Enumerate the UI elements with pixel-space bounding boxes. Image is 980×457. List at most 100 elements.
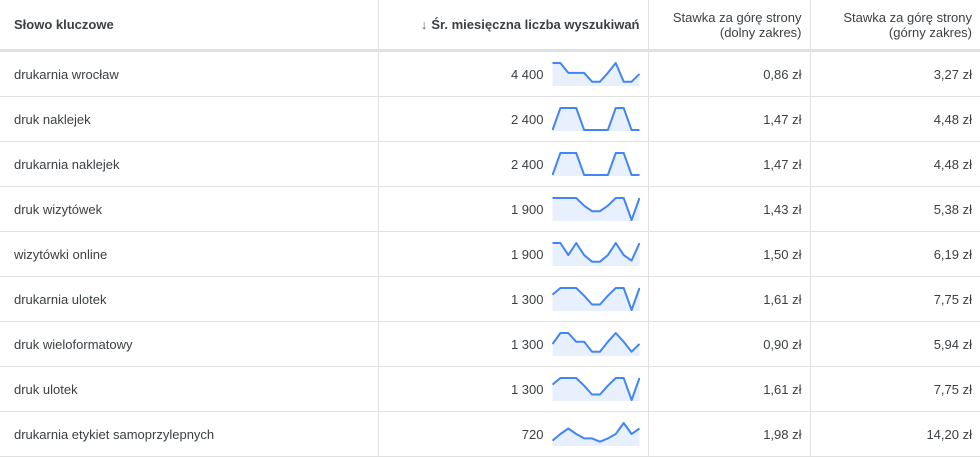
volume-value: 1 300 — [510, 336, 544, 352]
trend-sparkline — [551, 152, 640, 176]
table-row[interactable]: drukarnia naklejek 2 400 1,47 zł 4,48 zł — [0, 141, 980, 187]
sparkline-svg — [551, 332, 640, 356]
sparkline-svg — [552, 62, 640, 86]
bid-high-cell: 5,94 zł — [810, 321, 980, 367]
trend-sparkline — [551, 377, 640, 401]
bid-low-cell: 1,47 zł — [648, 141, 811, 187]
bid-high-cell: 7,75 zł — [810, 276, 980, 322]
keyword-cell[interactable]: druk wieloformatowy — [0, 321, 379, 367]
sparkline-area — [552, 333, 639, 356]
sparkline-area — [552, 108, 639, 131]
volume-cell: 2 400 — [378, 141, 649, 187]
sparkline-area — [552, 378, 639, 401]
sparkline-area — [552, 198, 639, 221]
bid-low-cell: 1,50 zł — [648, 231, 811, 277]
volume-value: 1 300 — [510, 291, 544, 307]
sparkline-line — [551, 422, 640, 443]
bid-low-cell: 1,43 zł — [648, 186, 811, 232]
keyword-cell[interactable]: druk wizytówek — [0, 186, 379, 232]
bid-low-cell: 0,90 zł — [648, 321, 811, 367]
table-row[interactable]: druk wizytówek 1 900 1,43 zł 5,38 zł — [0, 186, 980, 232]
keyword-cell[interactable]: wizytówki online — [0, 231, 379, 277]
header-bid-low-line2: (dolny zakres) — [719, 24, 802, 40]
keyword-cell[interactable]: drukarnia wrocław — [0, 50, 379, 97]
keyword-cell[interactable]: druk naklejek — [0, 96, 379, 142]
bid-low-cell: 1,61 zł — [648, 366, 811, 412]
volume-cell: 1 900 — [378, 231, 649, 277]
volume-cell: 1 300 — [378, 321, 649, 367]
sparkline-area — [552, 288, 639, 311]
keyword-cell[interactable]: druk ulotek — [0, 366, 379, 412]
table-row[interactable]: drukarnia ulotek 1 300 1,61 zł 7,75 zł — [0, 276, 980, 322]
volume-value: 720 — [521, 426, 544, 442]
header-row: Słowo kluczowe ↓ Śr. miesięczna liczba wy… — [0, 0, 980, 52]
keyword-cell[interactable]: drukarnia naklejek — [0, 141, 379, 187]
bid-low-cell: 1,61 zł — [648, 276, 811, 322]
header-volume[interactable]: ↓ Śr. miesięczna liczba wyszukiwań — [378, 0, 649, 52]
header-bid-low[interactable]: Stawka za górę strony (dolny zakres) — [648, 0, 811, 52]
sparkline-svg — [551, 152, 639, 176]
header-bid-low-line1: Stawka za górę strony — [672, 9, 802, 25]
sparkline-svg — [551, 107, 639, 131]
trend-sparkline — [552, 197, 640, 221]
volume-value: 2 400 — [510, 156, 544, 172]
volume-value: 1 300 — [510, 381, 544, 397]
bid-low-cell: 1,47 zł — [648, 96, 811, 142]
table-row[interactable]: wizytówki online 1 900 1,50 zł 6,19 zł — [0, 231, 980, 277]
sparkline-line — [552, 197, 640, 221]
trend-sparkline — [551, 332, 640, 356]
volume-cell: 2 400 — [378, 96, 649, 142]
sparkline-svg — [552, 242, 640, 266]
keyword-cell[interactable]: drukarnia etykiet samoprzylepnych — [0, 411, 379, 457]
trend-sparkline — [552, 242, 640, 266]
volume-cell: 1 300 — [378, 276, 649, 322]
sparkline-line — [551, 377, 640, 401]
bid-low-cell: 1,98 zł — [648, 411, 811, 457]
table-row[interactable]: drukarnia wrocław 4 400 0,86 zł 3,27 zł — [0, 50, 980, 97]
trend-sparkline — [551, 287, 640, 311]
arrow-down-icon: ↓ — [420, 17, 428, 32]
volume-value: 4 400 — [510, 66, 544, 82]
volume-value: 1 900 — [510, 201, 544, 217]
bid-high-cell: 4,48 zł — [810, 96, 980, 142]
sparkline-svg — [551, 287, 640, 311]
volume-cell: 4 400 — [378, 50, 649, 97]
volume-cell: 720 — [378, 411, 649, 457]
sparkline-line — [552, 62, 640, 83]
sparkline-line — [551, 332, 640, 353]
bid-high-cell: 7,75 zł — [810, 366, 980, 412]
sparkline-line — [552, 242, 640, 263]
sparkline-line — [551, 152, 639, 176]
volume-cell: 1 300 — [378, 366, 649, 412]
sparkline-svg — [551, 422, 640, 446]
sparkline-line — [551, 287, 640, 311]
bid-high-cell: 6,19 zł — [810, 231, 980, 277]
header-bid-high-line1: Stawka za górę strony — [843, 9, 972, 25]
header-volume-label: Śr. miesięczna liczba wyszukiwań — [431, 17, 640, 32]
volume-value: 2 400 — [510, 111, 544, 127]
sparkline-area — [552, 423, 639, 446]
trend-sparkline — [551, 422, 640, 446]
bid-high-cell: 4,48 zł — [810, 141, 980, 187]
keyword-cell[interactable]: drukarnia ulotek — [0, 276, 379, 322]
header-bid-high-line2: (górny zakres) — [888, 24, 972, 40]
bid-high-cell: 14,20 zł — [810, 411, 980, 457]
trend-sparkline — [552, 62, 640, 86]
bid-low-cell: 0,86 zł — [648, 50, 811, 97]
sparkline-line — [551, 107, 639, 131]
header-bid-high[interactable]: Stawka za górę strony (górny zakres) — [810, 0, 980, 52]
table-row[interactable]: druk ulotek 1 300 1,61 zł 7,75 zł — [0, 366, 980, 412]
trend-sparkline — [551, 107, 640, 131]
table-row[interactable]: druk wieloformatowy 1 300 0,90 zł 5,94 z… — [0, 321, 980, 367]
sparkline-area — [552, 153, 639, 176]
bid-high-cell: 5,38 zł — [810, 186, 980, 232]
header-keyword[interactable]: Słowo kluczowe — [0, 0, 379, 52]
sparkline-svg — [552, 197, 640, 221]
table-row[interactable]: druk naklejek 2 400 1,47 zł 4,48 zł — [0, 96, 980, 142]
bid-high-cell: 3,27 zł — [810, 50, 980, 97]
sparkline-svg — [551, 377, 640, 401]
sparkline-area — [552, 243, 639, 266]
table-row[interactable]: drukarnia etykiet samoprzylepnych 720 1,… — [0, 411, 980, 457]
volume-cell: 1 900 — [378, 186, 649, 232]
